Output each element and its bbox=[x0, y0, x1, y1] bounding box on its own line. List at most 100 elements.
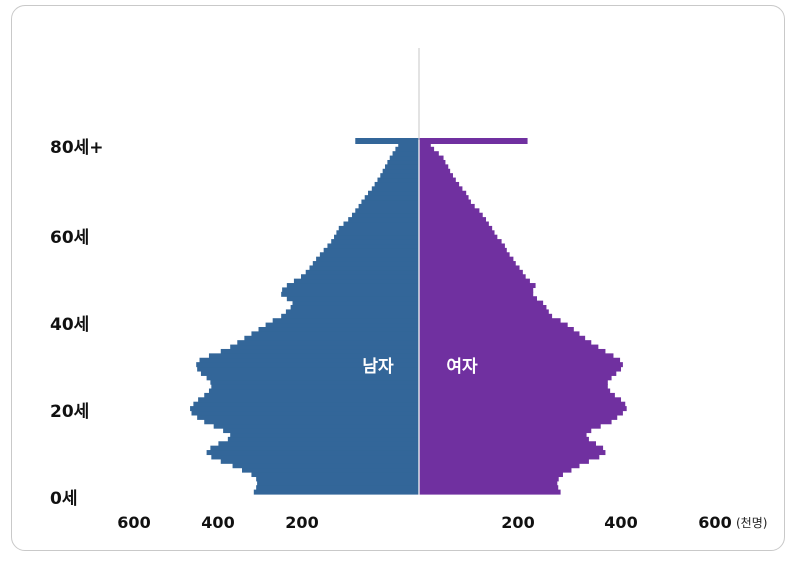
male-bar-age-48 bbox=[293, 278, 419, 284]
female-bar-age-7 bbox=[419, 458, 589, 464]
male-bar-age-46 bbox=[282, 287, 419, 293]
female-bar-age-73 bbox=[419, 168, 451, 174]
male-bar-age-24 bbox=[211, 384, 419, 390]
male-bar-age-27 bbox=[200, 370, 419, 376]
female-bar-age-53 bbox=[419, 256, 514, 262]
female-bar-age-27 bbox=[419, 370, 617, 376]
female-bar-age-2 bbox=[419, 480, 558, 486]
male-bar-age-35 bbox=[244, 335, 419, 341]
x-tick-label: 400 bbox=[201, 513, 234, 532]
female-bar-age-72 bbox=[419, 173, 453, 179]
female-bar-age-38 bbox=[419, 322, 568, 328]
male-bar-age-60 bbox=[338, 225, 419, 231]
female-bar-age-74 bbox=[419, 164, 449, 170]
female-bar-age-26 bbox=[419, 375, 612, 381]
male-bar-age-59 bbox=[336, 230, 419, 236]
female-bar-age-12 bbox=[419, 436, 589, 442]
male-bar-age-80 bbox=[355, 138, 419, 144]
female-bar-age-15 bbox=[419, 423, 601, 429]
male-bar-age-43 bbox=[292, 300, 420, 306]
male-bar-age-72 bbox=[380, 173, 419, 179]
female-bar-age-54 bbox=[419, 252, 510, 258]
female-bar-age-68 bbox=[419, 190, 467, 196]
y-tick-label: 20세 bbox=[50, 402, 89, 422]
female-bar-age-51 bbox=[419, 265, 520, 271]
female-bar-age-0 bbox=[419, 489, 561, 495]
male-bar-age-18 bbox=[191, 410, 419, 416]
male-bar-age-45 bbox=[281, 291, 419, 297]
female-bar-age-28 bbox=[419, 366, 622, 372]
male-bar-age-31 bbox=[208, 353, 419, 359]
female-bar-age-43 bbox=[419, 300, 544, 306]
male-bar-age-58 bbox=[334, 234, 419, 240]
female-bar-age-31 bbox=[419, 353, 614, 359]
male-bar-age-37 bbox=[258, 326, 419, 332]
female-bar-age-21 bbox=[419, 397, 622, 403]
male-bar-age-28 bbox=[197, 366, 419, 372]
male-bar-age-1 bbox=[256, 485, 419, 491]
female-bar-age-18 bbox=[419, 410, 623, 416]
female-bar-age-24 bbox=[419, 384, 608, 390]
male-bar-age-74 bbox=[385, 164, 419, 170]
female-bar-age-61 bbox=[419, 221, 489, 227]
female-bar-age-76 bbox=[419, 155, 444, 161]
male-bar-age-2 bbox=[257, 480, 420, 486]
male-bar-age-55 bbox=[323, 247, 419, 253]
female-bar-age-20 bbox=[419, 401, 626, 407]
male-bar-age-68 bbox=[368, 190, 420, 196]
male-bar-age-16 bbox=[204, 419, 419, 425]
male-bar-age-44 bbox=[286, 296, 419, 302]
female-bar-age-67 bbox=[419, 195, 469, 201]
male-bar-age-51 bbox=[309, 265, 419, 271]
x-tick-label: 600 bbox=[117, 513, 150, 532]
female-bar-age-36 bbox=[419, 331, 580, 337]
x-tick-label: 200 bbox=[501, 513, 534, 532]
male-bar-age-22 bbox=[204, 392, 419, 398]
male-bar-age-8 bbox=[211, 454, 419, 460]
female-bar-age-70 bbox=[419, 181, 460, 187]
male-bar-age-5 bbox=[242, 467, 419, 473]
female-bar-age-52 bbox=[419, 261, 516, 267]
male-bar-age-3 bbox=[256, 476, 419, 482]
male-bar-age-30 bbox=[199, 357, 419, 363]
male-bar-age-23 bbox=[208, 388, 419, 394]
female-bar-age-49 bbox=[419, 274, 526, 280]
y-tick-label: 40세 bbox=[50, 315, 89, 335]
female-bar-age-5 bbox=[419, 467, 572, 473]
female-bar-age-11 bbox=[419, 441, 596, 447]
female-bar-age-10 bbox=[419, 445, 604, 451]
female-bar-age-79 bbox=[419, 142, 431, 148]
male-bar-age-52 bbox=[312, 261, 419, 267]
male-bar-age-65 bbox=[358, 203, 420, 209]
male-bar-age-78 bbox=[395, 146, 419, 152]
female-bar-age-3 bbox=[419, 476, 559, 482]
male-bar-age-40 bbox=[281, 313, 419, 319]
female-series bbox=[419, 138, 627, 495]
male-bar-age-38 bbox=[265, 322, 419, 328]
male-bar-age-41 bbox=[285, 309, 419, 315]
male-bar-age-21 bbox=[198, 397, 420, 403]
male-bar-age-64 bbox=[355, 208, 419, 214]
male-bar-age-7 bbox=[220, 458, 419, 464]
female-bar-age-4 bbox=[419, 472, 563, 478]
x-tick-label: 600 bbox=[698, 513, 731, 532]
female-bar-age-80 bbox=[419, 138, 528, 144]
female-bar-age-69 bbox=[419, 186, 463, 192]
female-bar-age-33 bbox=[419, 344, 599, 350]
male-bar-age-66 bbox=[361, 199, 419, 205]
female-bar-age-55 bbox=[419, 247, 507, 253]
female-bar-age-46 bbox=[419, 287, 534, 293]
female-bar-age-78 bbox=[419, 146, 435, 152]
male-bar-age-9 bbox=[206, 450, 419, 456]
female-bar-age-59 bbox=[419, 230, 495, 236]
male-bar-age-47 bbox=[286, 283, 419, 289]
female-bar-age-17 bbox=[419, 414, 618, 420]
female-bar-age-63 bbox=[419, 212, 483, 218]
male-bar-age-53 bbox=[316, 256, 420, 262]
female-bar-age-44 bbox=[419, 296, 537, 302]
y-axis-labels: 0세 20세 40세 60세 80세+ bbox=[50, 138, 104, 509]
male-bar-age-6 bbox=[232, 463, 419, 469]
female-bar-age-16 bbox=[419, 419, 612, 425]
female-bar-age-37 bbox=[419, 326, 574, 332]
female-bar-age-22 bbox=[419, 392, 615, 398]
